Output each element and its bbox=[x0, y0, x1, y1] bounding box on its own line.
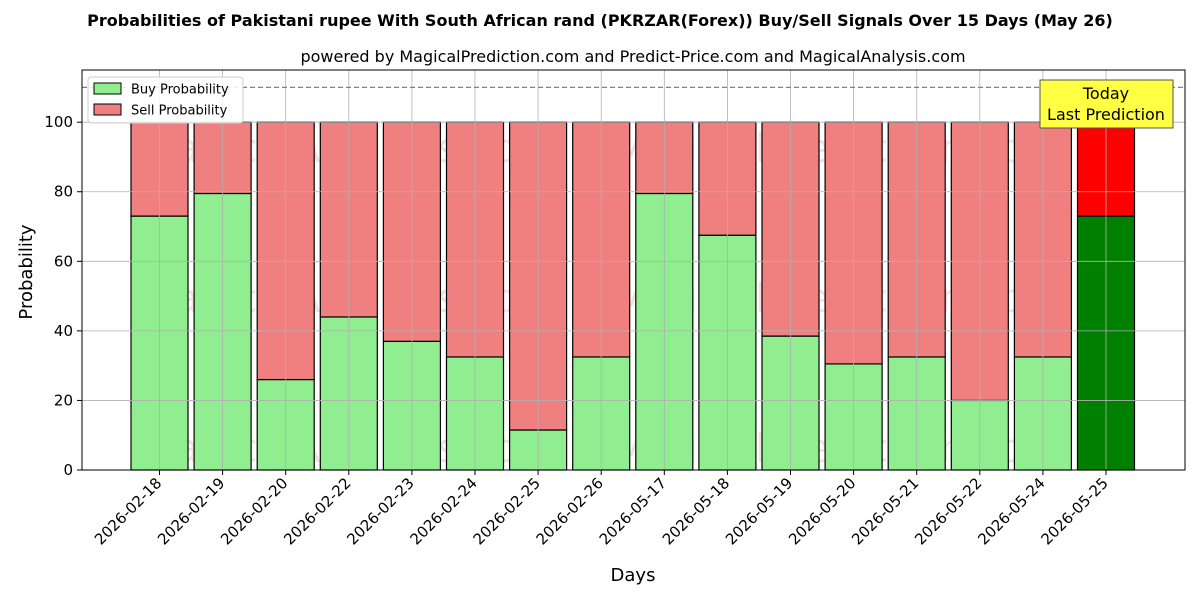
chart-title: Probabilities of Pakistani rupee With So… bbox=[87, 11, 1113, 30]
legend-box bbox=[87, 76, 244, 124]
legend-label-buy: Buy Probability bbox=[131, 83, 229, 98]
x-tick-label: 2026-05-18 bbox=[659, 474, 733, 548]
x-tick-label: 2026-02-26 bbox=[533, 474, 607, 548]
today-annotation: Today Last Prediction bbox=[1039, 79, 1174, 129]
y-tick-label: 20 bbox=[54, 391, 73, 409]
x-tick-label: 2026-02-23 bbox=[343, 474, 417, 548]
x-tick-label: 2026-02-22 bbox=[280, 474, 354, 548]
y-axis-label: Probability bbox=[16, 224, 37, 319]
legend-swatch-buy bbox=[93, 82, 122, 95]
x-tick-label: 2026-05-24 bbox=[974, 474, 1048, 548]
legend-label-sell: Sell Probability bbox=[131, 104, 228, 119]
y-tick-label: 80 bbox=[54, 183, 73, 201]
x-tick-label: 2026-02-25 bbox=[470, 474, 544, 548]
y-tick-label: 40 bbox=[54, 322, 73, 340]
y-tick-label: 100 bbox=[44, 113, 73, 131]
x-tick-label: 2026-05-25 bbox=[1037, 474, 1111, 548]
y-tick-label: 60 bbox=[54, 252, 73, 270]
x-tick-label: 2026-02-19 bbox=[154, 474, 228, 548]
x-tick-label: 2026-05-22 bbox=[911, 474, 985, 548]
x-axis-label: Days bbox=[611, 565, 656, 586]
today-annotation-line1: Today bbox=[1082, 84, 1129, 103]
x-tick-label: 2026-05-20 bbox=[785, 474, 859, 548]
x-tick-label: 2026-02-18 bbox=[91, 474, 165, 548]
plot-frame bbox=[81, 69, 1186, 471]
y-tick-label: 0 bbox=[63, 461, 73, 479]
x-tick-label: 2026-05-21 bbox=[848, 474, 922, 548]
legend: Buy Probability Sell Probability bbox=[87, 76, 244, 124]
x-tick-label: 2026-02-24 bbox=[406, 474, 480, 548]
x-tick-label: 2026-05-19 bbox=[722, 474, 796, 548]
chart-subtitle: powered by MagicalPrediction.com and Pre… bbox=[300, 47, 965, 66]
legend-swatch-sell bbox=[93, 103, 122, 116]
today-annotation-line2: Last Prediction bbox=[1047, 105, 1165, 124]
x-tick-label: 2026-05-17 bbox=[596, 474, 670, 548]
x-tick-label: 2026-02-20 bbox=[217, 474, 291, 548]
today-annotation-box bbox=[1039, 79, 1174, 129]
